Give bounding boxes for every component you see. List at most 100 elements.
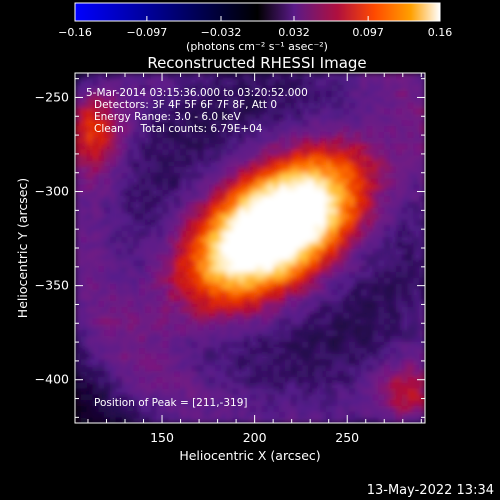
heatmap-cell	[197, 131, 204, 138]
heatmap-cell	[261, 102, 269, 109]
heatmap-cell	[267, 358, 274, 366]
heatmap-cell	[121, 358, 129, 366]
heatmap-cell	[308, 253, 315, 261]
heatmap-cell	[92, 183, 99, 191]
heatmap-cell	[75, 119, 82, 127]
heatmap-cell	[302, 224, 309, 232]
heatmap-cell	[232, 119, 239, 127]
heatmap-cell	[273, 131, 280, 138]
heatmap-cell	[372, 323, 379, 331]
heatmap-cell	[366, 230, 374, 237]
heatmap-cell	[185, 318, 193, 325]
heatmap-cell	[401, 271, 409, 278]
heatmap-cell	[244, 218, 251, 226]
heatmap-cell	[104, 131, 111, 138]
heatmap-cell	[285, 224, 292, 232]
heatmap-cell	[127, 201, 134, 208]
heatmap-cell	[366, 358, 374, 366]
heatmap-cell	[314, 73, 321, 80]
heatmap-cell	[261, 113, 269, 121]
heatmap-cell	[407, 288, 414, 296]
heatmap-cell	[395, 131, 403, 138]
heatmap-cell	[110, 312, 117, 319]
heatmap-cell	[390, 224, 397, 232]
heatmap-cell	[75, 318, 82, 325]
heatmap-cell	[185, 277, 193, 284]
heatmap-cell	[209, 183, 216, 191]
heatmap-cell	[343, 113, 350, 121]
heatmap-cell	[413, 119, 420, 127]
heatmap-cell	[215, 341, 222, 348]
heatmap-cell	[110, 288, 117, 296]
heatmap-cell	[261, 96, 269, 103]
heatmap-cell	[238, 224, 245, 232]
heatmap-cell	[174, 84, 181, 92]
heatmap-cell	[372, 288, 379, 296]
heatmap-cell	[180, 341, 187, 348]
heatmap-cell	[215, 300, 222, 307]
heatmap-cell	[395, 230, 403, 237]
x-tick-label: 250	[335, 430, 359, 445]
heatmap-cell	[390, 90, 397, 97]
heatmap-cell	[279, 108, 286, 115]
heatmap-cell	[150, 370, 158, 377]
heatmap-cell	[343, 265, 350, 272]
heatmap-cell	[279, 119, 286, 127]
heatmap-cell	[110, 405, 117, 412]
heatmap-cell	[343, 119, 350, 127]
heatmap-cell	[302, 393, 309, 401]
heatmap-cell	[343, 376, 350, 383]
heatmap-cell	[185, 84, 193, 92]
heatmap-cell	[127, 113, 134, 121]
heatmap-cell	[290, 195, 298, 202]
heatmap-cell	[86, 318, 94, 325]
heatmap-cell	[366, 253, 374, 261]
heatmap-cell	[413, 108, 420, 115]
heatmap-cell	[314, 253, 321, 261]
heatmap-cell	[232, 84, 239, 92]
heatmap-cell	[419, 224, 425, 232]
heatmap-cell	[174, 388, 181, 395]
heatmap-cell	[331, 417, 339, 423]
heatmap-cell	[150, 259, 158, 267]
heatmap-cell	[168, 148, 175, 156]
heatmap-cell	[139, 388, 146, 395]
heatmap-cell	[279, 143, 286, 150]
heatmap-cell	[331, 323, 339, 331]
heatmap-cell	[401, 148, 409, 156]
heatmap-cell	[215, 230, 222, 237]
heatmap-cell	[314, 183, 321, 191]
heatmap-cell	[337, 382, 344, 389]
heatmap-cell	[349, 329, 356, 337]
heatmap-cell	[226, 312, 234, 319]
heatmap-cell	[395, 201, 403, 208]
heatmap-cell	[203, 306, 210, 313]
heatmap-cell	[255, 137, 263, 144]
heatmap-cell	[127, 393, 134, 401]
heatmap-cell	[185, 213, 193, 220]
heatmap-cell	[360, 248, 368, 255]
heatmap-cell	[390, 271, 397, 278]
heatmap-cell	[115, 148, 123, 156]
heatmap-cell	[86, 358, 94, 366]
heatmap-cell	[110, 259, 117, 267]
heatmap-cell	[419, 84, 425, 92]
heatmap-cell	[296, 189, 304, 197]
heatmap-cell	[273, 230, 280, 237]
heatmap-cell	[145, 265, 152, 272]
heatmap-cell	[162, 417, 169, 423]
heatmap-cell	[401, 382, 409, 389]
heatmap-cell	[285, 242, 292, 249]
heatmap-cell	[75, 277, 82, 284]
heatmap-cell	[296, 90, 304, 97]
heatmap-cell	[384, 213, 391, 220]
heatmap-cell	[279, 230, 286, 237]
heatmap-cell	[250, 411, 257, 418]
heatmap-cell	[86, 265, 94, 272]
heatmap-cell	[98, 393, 105, 401]
heatmap-cell	[139, 399, 146, 407]
heatmap-cell	[191, 154, 199, 162]
heatmap-cell	[279, 335, 286, 342]
heatmap-cell	[296, 108, 304, 115]
heatmap-cell	[360, 288, 368, 296]
